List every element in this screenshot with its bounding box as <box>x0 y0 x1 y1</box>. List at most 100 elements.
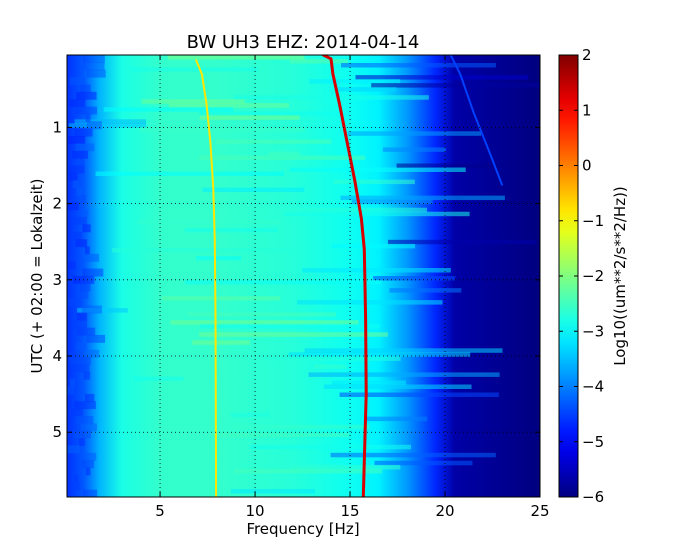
noise-stripe <box>83 371 91 380</box>
noise-stripe <box>167 55 305 60</box>
x-tick-label: 5 <box>155 502 165 520</box>
noise-stripe <box>95 171 284 176</box>
noise-stripe <box>347 131 482 136</box>
noise-stripe <box>302 268 451 273</box>
noise-stripe <box>86 121 102 130</box>
noise-stripe <box>67 298 82 306</box>
noise-stripe <box>74 128 93 137</box>
noise-stripe <box>281 207 427 213</box>
noise-stripe <box>130 67 259 72</box>
noise-stripe <box>211 432 350 438</box>
noise-stripe <box>67 202 79 211</box>
noise-stripe <box>289 59 348 64</box>
noise-stripe <box>330 452 496 458</box>
noise-stripe <box>67 386 75 395</box>
noise-stripe <box>74 482 81 491</box>
colorbar-label: Log10((um**2/s**2/Hz)) <box>611 186 629 366</box>
noise-stripe <box>199 115 300 120</box>
colorbar-axis: 2 1 0 −1 −2 −3 −4 −5 −6 <box>559 46 604 506</box>
x-axis: 5 10 15 20 25 <box>155 55 550 520</box>
noise-stripe <box>75 143 95 152</box>
colorbar-tick-label: −6 <box>582 488 604 506</box>
noise-stripe <box>351 199 433 205</box>
noise-stripe <box>230 489 315 494</box>
y-tick-label: 3 <box>52 271 62 289</box>
noise-stripe <box>170 320 359 325</box>
noise-stripe <box>71 408 83 417</box>
noise-stripe <box>82 62 105 71</box>
noise-stripe <box>76 91 97 100</box>
noise-stripe <box>68 261 76 270</box>
noise-stripe <box>73 320 88 329</box>
frequency-lines <box>195 55 503 497</box>
colorbar-tick-label: 0 <box>582 157 592 175</box>
noise-stripe <box>81 195 87 203</box>
colorbar-tick-label: −5 <box>582 433 604 451</box>
noise-stripe <box>388 239 537 245</box>
noise-stripe <box>82 268 104 277</box>
noise-stripe <box>82 489 98 497</box>
noise-stripe <box>355 75 529 80</box>
colorbar-tick-label: −4 <box>582 378 604 396</box>
colorbar-tick-label: −3 <box>582 322 604 340</box>
noise-stripe <box>80 283 91 292</box>
noise-stripe <box>85 253 100 262</box>
noise-stripe <box>309 79 401 84</box>
noise-stripe <box>289 167 466 172</box>
y-tick-label: 5 <box>52 423 62 441</box>
x-tick-label: 10 <box>246 502 265 520</box>
noise-stripe <box>331 243 416 249</box>
noise-stripe <box>81 423 97 432</box>
y-axis: 1 2 3 4 5 <box>52 118 540 441</box>
noise-stripe <box>313 364 347 369</box>
noise-stripe <box>83 452 97 461</box>
noise-stripe <box>331 380 406 385</box>
noise-stripe <box>308 372 500 377</box>
colorbar-tick-label: 2 <box>582 46 592 64</box>
plot-area <box>67 55 540 497</box>
noise-stripe <box>85 113 91 122</box>
noise-stripe <box>199 111 348 116</box>
noise-stripe <box>371 83 540 88</box>
y-tick-label: 4 <box>52 347 62 365</box>
noise-stripe <box>69 379 76 387</box>
noise-stripe <box>181 316 285 321</box>
noise-stripe <box>68 172 78 181</box>
noise-stripe <box>82 224 91 233</box>
noise-stripe <box>232 424 370 430</box>
noise-stripe <box>72 150 88 159</box>
noise-stripe <box>82 305 102 314</box>
noise-stripes <box>67 55 540 497</box>
noise-stripe <box>86 334 106 343</box>
noise-stripe <box>200 324 380 329</box>
noise-stripe <box>72 180 79 189</box>
noise-stripe <box>79 438 85 446</box>
noise-stripe <box>265 356 401 361</box>
noise-stripe <box>72 364 90 373</box>
noise-stripe <box>103 107 233 112</box>
noise-stripe <box>168 103 289 108</box>
noise-stripe <box>112 247 293 253</box>
noise-stripe <box>68 123 147 128</box>
noise-stripe <box>85 349 100 358</box>
noise-stripe <box>75 342 87 351</box>
noise-stripe <box>69 77 86 85</box>
noise-stripe <box>75 106 97 115</box>
colorbar-tick-label: −1 <box>582 212 604 230</box>
noise-stripe <box>69 99 86 108</box>
noise-stripe <box>288 352 471 357</box>
noise-stripe <box>396 163 510 168</box>
noise-stripe <box>85 393 95 402</box>
noise-stripe <box>85 246 90 255</box>
noise-stripe <box>192 340 250 345</box>
noise-stripe <box>76 187 83 196</box>
noise-stripe <box>85 467 91 476</box>
noise-stripe <box>215 139 332 144</box>
noise-stripe <box>75 239 88 248</box>
noise-stripe <box>76 327 96 336</box>
noise-stripe <box>188 312 336 317</box>
plot-frame <box>66 54 541 498</box>
noise-stripe <box>249 444 411 450</box>
colorbar-tick-label: −2 <box>582 267 604 285</box>
noise-stripe <box>233 468 383 474</box>
